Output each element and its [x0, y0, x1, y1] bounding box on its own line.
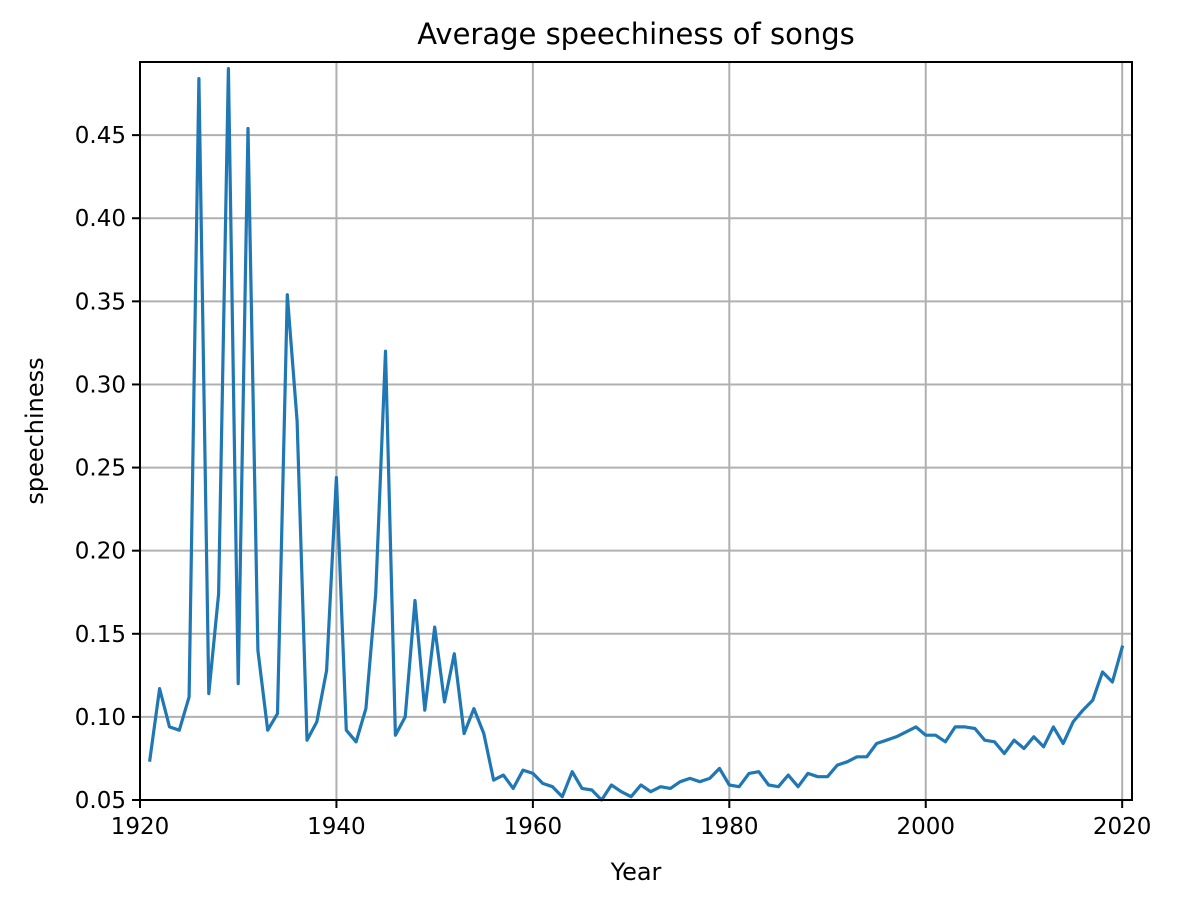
y-tick-label: 0.40 — [75, 206, 126, 232]
y-tick-label: 0.20 — [75, 539, 126, 565]
x-axis-label: Year — [610, 858, 662, 886]
grid-lines — [139, 62, 1132, 801]
x-tick-label: 2020 — [1093, 814, 1152, 840]
y-tick-label: 0.05 — [75, 788, 126, 814]
plot-frame — [139, 61, 1133, 801]
data-series — [147, 66, 1125, 802]
x-tick-label: 2000 — [896, 814, 955, 840]
y-tick-label: 0.25 — [75, 456, 126, 482]
y-tick-label: 0.15 — [75, 622, 126, 648]
y-tick-label: 0.45 — [75, 123, 126, 149]
y-tick-label: 0.30 — [75, 372, 126, 398]
axis-ticks: 1920 1940 1960 1980 2000 2020 0.05 0.10 0.15 0.20… — [75, 123, 1152, 840]
chart-title: Average speechiness of songs — [417, 17, 854, 51]
y-tick-label: 0.10 — [75, 705, 126, 731]
x-tick-label: 1920 — [111, 814, 170, 840]
y-tick-label: 0.35 — [75, 289, 126, 315]
x-tick-label: 1960 — [504, 814, 563, 840]
series-line — [147, 66, 1125, 802]
y-axis-label: speechiness — [21, 357, 49, 504]
x-tick-label: 1980 — [700, 814, 759, 840]
x-tick-label: 1940 — [307, 814, 366, 840]
